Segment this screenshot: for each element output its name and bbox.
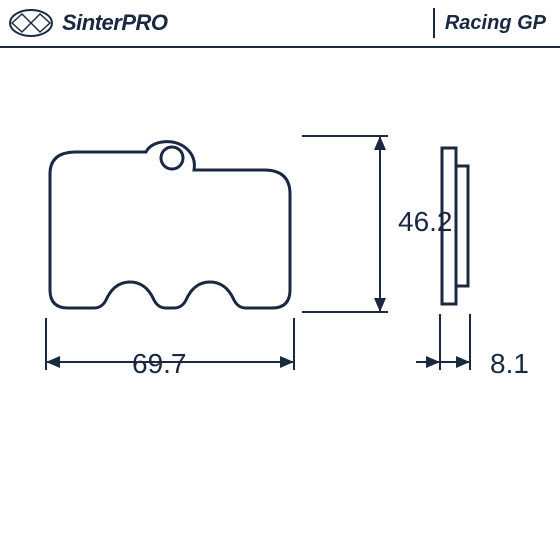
brand-block: SinterPRO <box>8 8 168 38</box>
height-dimension-label: 46.2 <box>398 206 453 238</box>
brand-name: SinterPRO <box>62 10 168 36</box>
product-line-label: Racing GP <box>445 12 546 35</box>
width-dimension-label: 69.7 <box>132 348 187 380</box>
brand-logo-icon <box>8 8 54 38</box>
diagram-stage: 46.2 69.7 8.1 <box>0 48 560 560</box>
header-right: Racing GP <box>433 8 546 38</box>
header-bar: SinterPRO Racing GP <box>0 0 560 48</box>
brake-pad-front-view <box>46 140 294 312</box>
header-separator <box>433 8 435 38</box>
thickness-dimension-label: 8.1 <box>490 348 529 380</box>
